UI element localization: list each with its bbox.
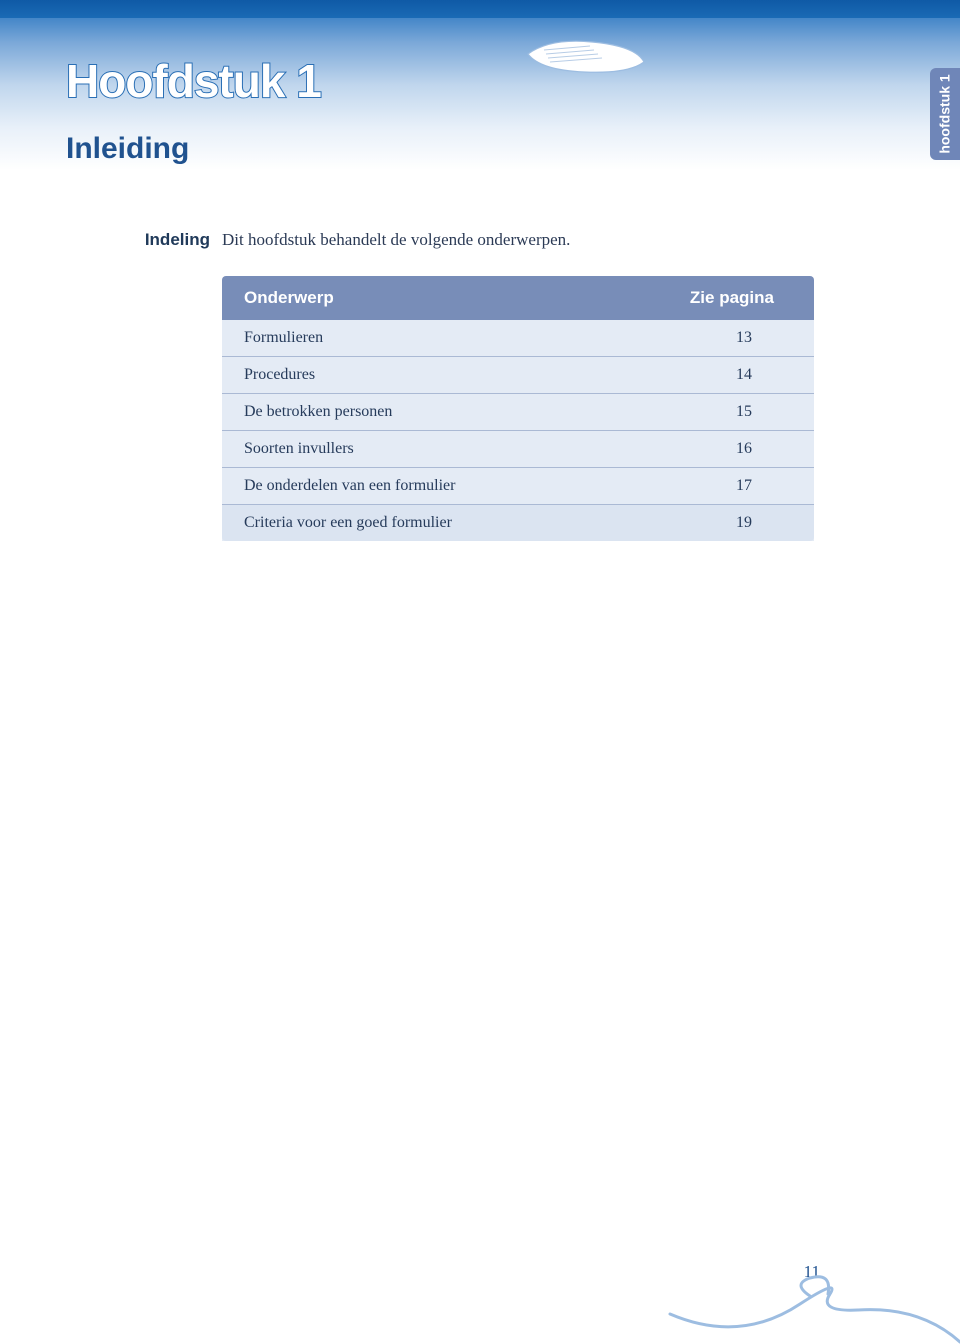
- table-row: Formulieren 13: [222, 320, 814, 357]
- page-number: 11: [804, 1262, 820, 1282]
- side-tab-label: hoofdstuk 1: [937, 74, 953, 153]
- section-title: Inleiding: [66, 132, 189, 166]
- topic-header-pagina: Zie pagina: [644, 288, 792, 308]
- table-row: Soorten invullers 16: [222, 431, 814, 468]
- side-tab: hoofdstuk 1: [930, 68, 960, 160]
- topic-page: 14: [644, 366, 792, 384]
- topic-cell: Procedures: [244, 366, 644, 384]
- topic-page: 19: [644, 514, 792, 532]
- header-top-cap: [0, 0, 960, 18]
- topic-cell: Criteria voor een goed formulier: [244, 514, 644, 532]
- topic-cell: De betrokken personen: [244, 403, 644, 421]
- lead-row: Indeling Dit hoofdstuk behandelt de volg…: [142, 230, 812, 250]
- lead-text: Dit hoofdstuk behandelt de volgende onde…: [222, 230, 570, 250]
- paper-icon: [520, 32, 650, 80]
- content-region: Indeling Dit hoofdstuk behandelt de volg…: [142, 230, 812, 541]
- chapter-title: Hoofdstuk 1: [66, 54, 321, 108]
- topic-cell: Soorten invullers: [244, 440, 644, 458]
- lead-label: Indeling: [142, 230, 222, 250]
- table-row: De onderdelen van een formulier 17: [222, 468, 814, 505]
- table-row: De betrokken personen 15: [222, 394, 814, 431]
- topic-page: 17: [644, 477, 792, 495]
- topic-page: 15: [644, 403, 792, 421]
- topic-page: 13: [644, 329, 792, 347]
- table-row: Criteria voor een goed formulier 19: [222, 505, 814, 541]
- topic-cell: Formulieren: [244, 329, 644, 347]
- topic-table-header: Onderwerp Zie pagina: [222, 276, 814, 320]
- topic-cell: De onderdelen van een formulier: [244, 477, 644, 495]
- topic-header-onderwerp: Onderwerp: [244, 288, 644, 308]
- table-row: Procedures 14: [222, 357, 814, 394]
- topic-page: 16: [644, 440, 792, 458]
- topic-table: Onderwerp Zie pagina Formulieren 13 Proc…: [222, 276, 814, 541]
- topic-table-body: Formulieren 13 Procedures 14 De betrokke…: [222, 320, 814, 541]
